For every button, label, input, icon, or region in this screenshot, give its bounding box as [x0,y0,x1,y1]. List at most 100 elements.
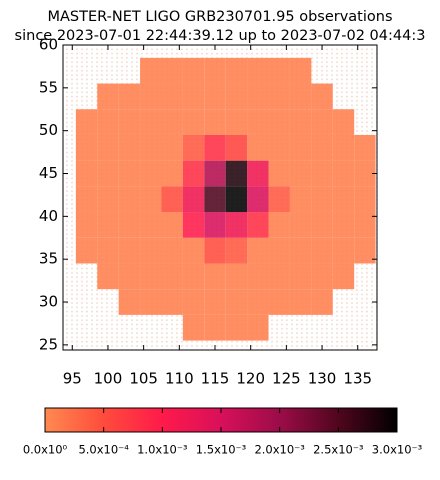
heatmap-cell [311,263,333,290]
heatmap-cell [289,237,312,264]
heatmap-cell [140,57,162,84]
heatmap-cell [247,83,269,110]
heatmap-cell [332,186,355,213]
heatmap-cell [332,212,355,238]
heatmap-cell [332,263,355,290]
heatmap-cell [204,212,226,238]
heatmap-cell [204,237,226,264]
y-tick-label: 35 [39,250,58,268]
heatmap-cell [75,212,98,238]
heatmap-cell [225,289,248,315]
y-tick-label: 55 [39,78,58,96]
heatmap-cell [268,83,290,110]
heatmap-cell [268,160,290,187]
colorbar-tick-label: 1.5x10⁻³ [196,443,247,457]
x-tick-label: 130 [308,370,337,388]
heatmap-cell [354,160,376,187]
heatmap-cell [75,237,98,264]
heatmap-cell [118,109,141,135]
heatmap-cell [247,186,269,213]
heatmap-cell [225,160,248,187]
colorbar-tick-label: 2.0x10⁻³ [254,443,305,457]
heatmap-cell [354,212,376,238]
heatmap-cell [204,83,226,110]
heatmap-cell [140,237,162,264]
heatmap-cell [75,186,98,213]
heatmap-cell [289,160,312,187]
heatmap-cell [140,134,162,161]
heatmap-cell [247,237,269,264]
heatmap-cell [247,289,269,315]
heatmap-cell [247,57,269,84]
heatmap-cell [247,134,269,161]
heatmap-cell [161,289,183,315]
heatmap-cell [268,237,290,264]
heatmap-cell [204,109,226,135]
heatmap-cell [182,212,205,238]
y-tick-label: 45 [39,164,58,182]
heatmap-cell [311,289,333,315]
heatmap-cell [311,212,333,238]
heatmap-cell [268,134,290,161]
heatmap-cell [97,263,119,290]
heatmap-cell [97,109,119,135]
heatmap-cell [268,186,290,213]
colorbar-tick-label: 2.5x10⁻³ [313,443,364,457]
heatmap-cell [75,160,98,187]
heatmap-cell [289,289,312,315]
heatmap-cell [204,289,226,315]
heatmap-cell [140,109,162,135]
heatmap-cell [161,134,183,161]
heatmap-cell [118,263,141,290]
heatmap-cell [311,186,333,213]
heatmap-cell [289,212,312,238]
heatmap-cell [140,160,162,187]
colorbar-tick-label: 5.0x10⁻⁴ [78,443,129,457]
heatmap-cell [182,57,205,84]
heatmap-cell [97,160,119,187]
heatmap-cell [225,57,248,84]
heatmap-cell [118,212,141,238]
heatmap-cell [354,134,376,161]
heatmap-cell [161,263,183,290]
heatmap-cell [225,263,248,290]
heatmap-cell [311,109,333,135]
heatmap-cell [247,263,269,290]
heatmap-cell [75,134,98,161]
heatmap-cell [268,263,290,290]
x-tick-label: 95 [63,370,82,388]
heatmap-cell [140,186,162,213]
heatmap-cell [332,134,355,161]
heatmap-cell [161,57,183,84]
heatmap-cell [140,289,162,315]
y-tick-label: 30 [39,293,58,311]
heatmap-cell [182,314,205,341]
x-tick-label: 105 [129,370,158,388]
colorbar-tick-label: 0.0x10⁰ [23,443,68,457]
heatmap-cell [247,109,269,135]
heatmap-cells [75,57,376,341]
heatmap-cell [118,289,141,315]
colorbar-tick-label: 1.0x10⁻³ [137,443,188,457]
heatmap-cell [161,237,183,264]
heatmap-cell [140,83,162,110]
heatmap-cell [311,83,333,110]
chart-subtitle: since 2023-07-01 22:44:39.12 up to 2023-… [15,28,426,44]
heatmap-cell [332,237,355,264]
heatmap-cell [97,134,119,161]
colorbar-tick-label: 3.0x10⁻³ [372,443,423,457]
heatmap-cell [311,134,333,161]
heatmap-cell [75,109,98,135]
heatmap-cell [182,160,205,187]
x-tick-label: 100 [94,370,123,388]
heatmap-cell [118,237,141,264]
heatmap-cell [289,83,312,110]
heatmap-cell [182,237,205,264]
heatmap-cell [268,212,290,238]
heatmap-cell [332,160,355,187]
heatmap-cell [354,237,376,264]
chart-title: MASTER-NET LIGO GRB230701.95 observation… [47,9,392,25]
heatmap-cell [289,109,312,135]
heatmap-cell [225,186,248,213]
